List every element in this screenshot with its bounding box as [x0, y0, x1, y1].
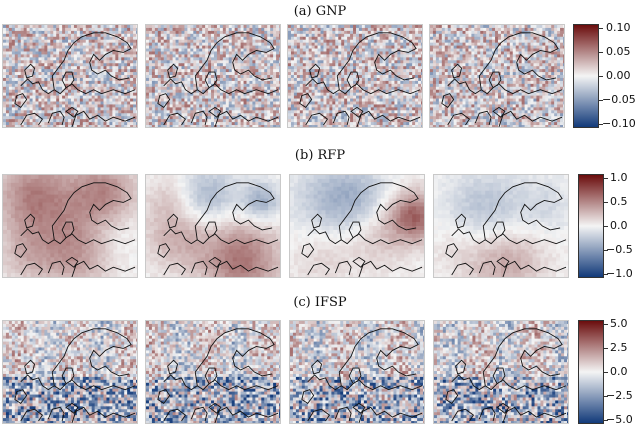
map-ifsp-3 — [289, 320, 425, 424]
coastline — [445, 328, 567, 423]
coastline — [301, 328, 423, 423]
colorbar-ifsp — [578, 320, 604, 424]
colorbar-rfp-tick-3: 0.0 — [610, 219, 628, 232]
colorbar-rfp-tick-4: −0.5 — [606, 243, 633, 256]
rfp-map-2-plot — [146, 175, 280, 277]
colorbar-gnp — [573, 24, 599, 128]
rfp-map-1-plot — [3, 175, 137, 277]
coastline — [441, 32, 563, 127]
colorbar-ifsp-tick-1: 5.0 — [610, 317, 628, 330]
coastline — [157, 32, 279, 127]
rfp-map-4-plot — [434, 175, 568, 277]
ifsp-map-2-plot — [146, 321, 280, 423]
map-gnp-2 — [145, 24, 281, 128]
panel-title-gnp: (a) GNP — [293, 4, 347, 19]
map-ifsp-1 — [2, 320, 138, 424]
colorbar-gnp-tick-1: 0.10 — [606, 21, 631, 34]
coastline — [14, 182, 136, 277]
ifsp-map-3-plot — [290, 321, 424, 423]
gnp-map-4-plot — [430, 25, 564, 127]
map-rfp-4 — [433, 174, 569, 278]
gnp-map-1-plot — [3, 25, 137, 127]
ifsp-map-4-plot — [434, 321, 568, 423]
coastline — [14, 328, 136, 423]
colorbar-ifsp-tick-5: −5.0 — [606, 413, 633, 426]
colorbar-ifsp-tick-2: 2.5 — [610, 341, 628, 354]
coastline — [299, 32, 421, 127]
colorbar-rfp — [578, 174, 604, 278]
panel-title-rfp: (b) RFP — [294, 148, 346, 163]
map-gnp-4 — [429, 24, 565, 128]
colorbar-gnp-tick-4: −0.05 — [602, 93, 636, 106]
colorbar-rfp-tick-2: 0.5 — [610, 195, 628, 208]
map-rfp-3 — [289, 174, 425, 278]
rfp-map-3-plot — [290, 175, 424, 277]
map-ifsp-4 — [433, 320, 569, 424]
gnp-map-2-plot — [146, 25, 280, 127]
coastline — [301, 182, 423, 277]
map-ifsp-2 — [145, 320, 281, 424]
coastline — [157, 328, 279, 423]
map-gnp-3 — [287, 24, 423, 128]
colorbar-gnp-tick-5: −0.10 — [602, 117, 636, 130]
map-gnp-1 — [2, 24, 138, 128]
panel-title-ifsp: (c) IFSP — [293, 295, 347, 310]
map-rfp-2 — [145, 174, 281, 278]
map-rfp-1 — [2, 174, 138, 278]
colorbar-rfp-tick-1: 1.0 — [610, 171, 628, 184]
colorbar-rfp-tick-5: −1.0 — [606, 267, 633, 280]
coastline — [445, 182, 567, 277]
panel-ifsp: 5.0 2.5 0.0 −2.5 −5.0 — [0, 317, 640, 426]
coastline — [14, 32, 136, 127]
colorbar-gnp-tick-2: 0.05 — [606, 45, 631, 58]
gnp-map-3-plot — [288, 25, 422, 127]
colorbar-gnp-tick-3: 0.00 — [606, 69, 631, 82]
coastline — [157, 182, 279, 277]
panel-gnp: 0.10 0.05 0.00 −0.05 −0.10 — [0, 21, 640, 130]
colorbar-ifsp-tick-4: −2.5 — [606, 389, 633, 402]
colorbar-ifsp-tick-3: 0.0 — [610, 365, 628, 378]
ifsp-map-1-plot — [3, 321, 137, 423]
panel-rfp: 1.0 0.5 0.0 −0.5 −1.0 — [0, 171, 640, 280]
